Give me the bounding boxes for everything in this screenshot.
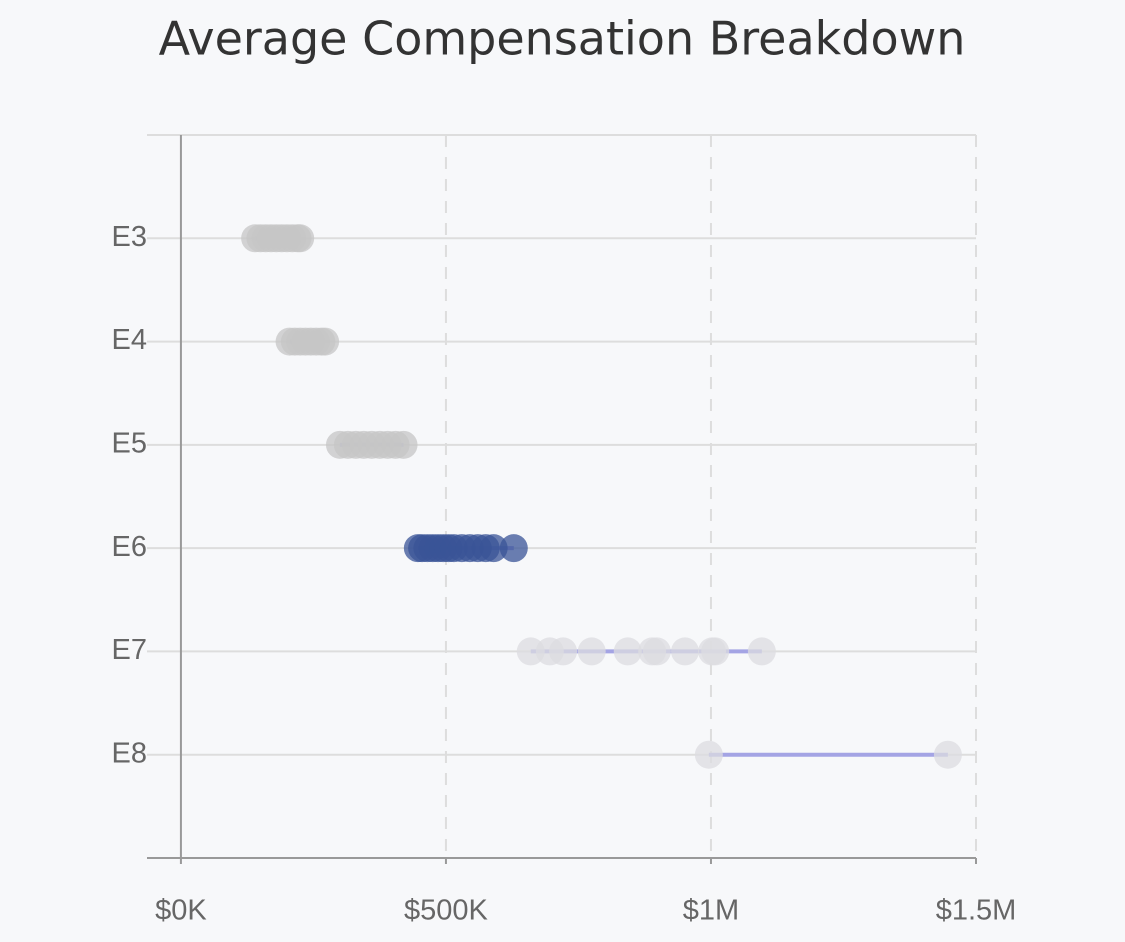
y-tick-label: E5 — [112, 428, 147, 460]
dot — [747, 637, 776, 666]
dot — [311, 327, 340, 356]
y-tick-label: E3 — [112, 221, 147, 253]
dot — [701, 637, 730, 666]
y-tick-label: E8 — [112, 737, 147, 769]
x-tick-label: $500K — [404, 895, 489, 927]
dot — [286, 224, 315, 253]
dot — [549, 637, 578, 666]
dot — [479, 534, 508, 563]
dot — [389, 430, 418, 459]
y-tick-label: E4 — [112, 324, 147, 356]
dot — [499, 534, 528, 563]
dot — [642, 637, 671, 666]
dot — [577, 637, 606, 666]
x-tick-label: $0K — [155, 895, 207, 927]
x-tick-label: $1.5M — [936, 895, 1017, 927]
dot — [613, 637, 642, 666]
dot — [694, 740, 723, 769]
dot — [933, 740, 962, 769]
chart-title: Average Compensation Breakdown — [159, 12, 966, 66]
dot — [671, 637, 700, 666]
x-tick-label: $1M — [683, 895, 739, 927]
y-tick-label: E6 — [112, 531, 147, 563]
y-tick-label: E7 — [112, 634, 147, 666]
